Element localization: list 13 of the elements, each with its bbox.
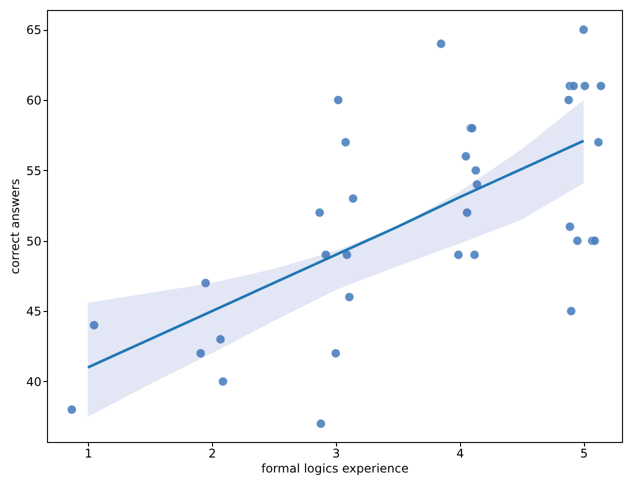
- y-tick-label: 50: [26, 234, 42, 248]
- x-axis-title: formal logics experience: [261, 462, 409, 476]
- y-tick-label: 65: [26, 23, 42, 38]
- x-tick-label: 1: [84, 446, 92, 460]
- x-tick-label: 5: [580, 446, 588, 460]
- x-tick-label: 3: [332, 446, 340, 460]
- x-tick-label: 2: [208, 446, 216, 460]
- y-tick-label: 45: [26, 304, 42, 319]
- x-tick-label: 4: [456, 446, 464, 460]
- y-tick-label: 60: [26, 94, 42, 108]
- y-tick-label: 40: [26, 374, 42, 389]
- y-axis-title: correct answers: [8, 178, 22, 274]
- y-tick-label: 55: [26, 164, 42, 178]
